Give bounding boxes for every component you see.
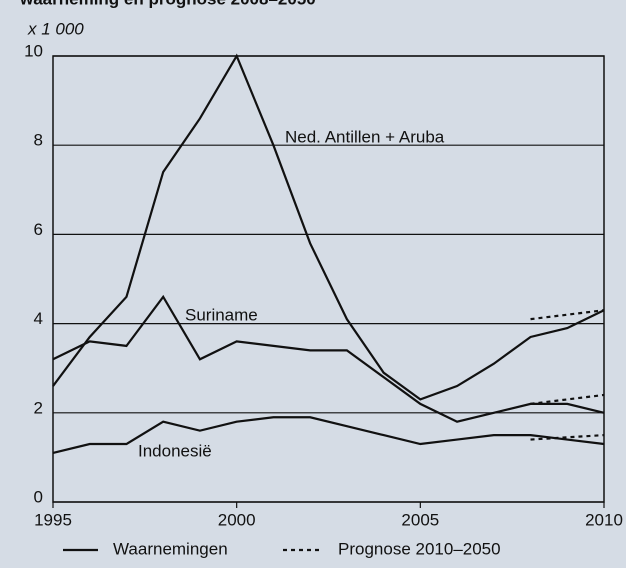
x-tick-label: 1995	[34, 510, 72, 529]
legend-label: Prognose 2010–2050	[338, 539, 501, 558]
y-tick-label: 8	[34, 131, 43, 150]
series-line	[52, 416, 605, 455]
legend-label: Waarnemingen	[113, 539, 228, 558]
series-label: Suriname	[185, 305, 258, 324]
y-unit: x 1 000	[27, 19, 84, 38]
y-tick-label: 2	[34, 398, 43, 417]
series-line	[52, 294, 605, 423]
x-tick-label: 2010	[585, 510, 623, 529]
series-label: Indonesië	[138, 441, 212, 460]
y-tick-label: 0	[34, 487, 43, 506]
x-tick-label: 2000	[218, 510, 256, 529]
x-tick-label: 2005	[401, 510, 439, 529]
chart-title: waarneming en prognose 2008–2050	[19, 0, 316, 8]
plot-frame	[52, 55, 605, 503]
forecast-line	[530, 393, 605, 405]
series-label: Ned. Antillen + Aruba	[285, 127, 445, 146]
y-tick-label: 10	[24, 41, 43, 60]
y-tick-label: 6	[34, 220, 43, 239]
y-tick-label: 4	[34, 309, 43, 328]
series-line	[52, 53, 605, 401]
